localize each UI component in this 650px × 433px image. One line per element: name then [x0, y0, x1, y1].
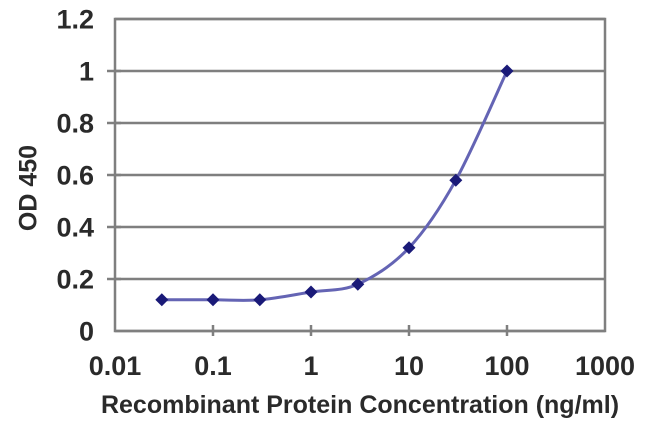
- data-point-marker: [155, 293, 169, 307]
- y-tick-label: 0.8: [56, 109, 94, 139]
- x-tick-label: 0.01: [89, 351, 142, 381]
- data-point-marker: [449, 173, 463, 187]
- y-tick-label: 1.2: [56, 5, 94, 35]
- data-point-marker: [500, 64, 514, 78]
- x-tick-label: 100: [484, 351, 529, 381]
- y-axis-title: OD 450: [14, 144, 43, 232]
- x-tick-label: 1: [303, 351, 318, 381]
- x-tick-label: 1000: [575, 351, 635, 381]
- data-point-marker: [402, 241, 416, 255]
- y-tick-label: 0.2: [56, 265, 94, 295]
- y-tick-label: 0: [79, 317, 94, 347]
- data-point-marker: [253, 293, 267, 307]
- y-tick-label: 0.6: [56, 161, 94, 191]
- x-axis-title: Recombinant Protein Concentration (ng/ml…: [100, 391, 620, 419]
- y-tick-label: 0.4: [56, 213, 94, 243]
- y-tick-label: 1: [79, 57, 94, 87]
- data-point-marker: [206, 293, 220, 307]
- data-point-marker: [351, 277, 365, 291]
- data-point-marker: [304, 285, 318, 299]
- x-tick-label: 10: [394, 351, 424, 381]
- x-tick-label: 0.1: [194, 351, 232, 381]
